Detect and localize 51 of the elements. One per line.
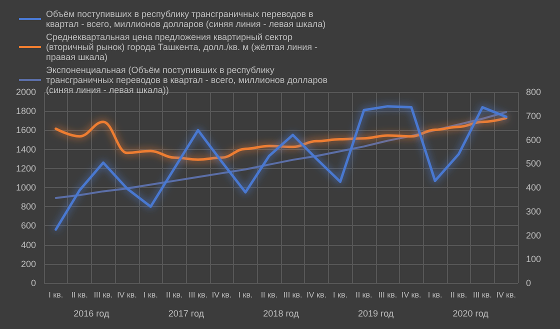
text: 2019 год: [358, 308, 394, 318]
x-tick-label: IV кв.: [496, 290, 516, 300]
line-series: [54, 105, 508, 231]
x-tick-label: I кв.: [238, 290, 253, 300]
y2-tick-label: 200: [526, 230, 542, 240]
x-tick-label: IV кв.: [212, 290, 232, 300]
x-tick-label: III кв.: [94, 290, 113, 300]
text: 2020 год: [452, 308, 490, 318]
y-tick-label: 2000: [16, 87, 36, 97]
y2-tick-label: 500: [526, 158, 542, 169]
y2-tick-label: 100: [526, 254, 542, 264]
x-tick-label: I кв.: [428, 290, 442, 300]
text: 2018 год: [263, 308, 300, 318]
legend-label: Среднеквартальная цена предложения квартирный сектор (вторичный рынок) города Ташкента, долл./кв. м (жёлтая линия - правая шкала): [46, 32, 320, 62]
x-tick-label: I кв.: [333, 290, 348, 300]
x-tick-label: II кв.: [166, 290, 183, 300]
text: 2017 год: [168, 308, 205, 318]
x-tick-label: III кв.: [378, 290, 398, 300]
x-tick-label: IV кв.: [117, 290, 137, 300]
y-tick-label: 1600: [16, 125, 36, 136]
line-series: [54, 116, 508, 161]
x-tick-label: II кв.: [450, 290, 468, 300]
x-tick-label: II кв.: [71, 290, 88, 300]
y2-tick-label: 800: [526, 87, 542, 97]
text: 2016 год: [74, 308, 110, 318]
y-tick-label: 1200: [16, 163, 36, 174]
x-tick-label: III кв.: [283, 290, 302, 300]
legend-label: Объём поступивших в республику трансграничных переводов в квартал - всего, миллионов долларов (синяя линия - левая шкала): [46, 9, 326, 29]
legend-label: Экспоненциальная (Объём поступивших в республику трансграничных переводов в квартал - всего, миллионов долларов (синяя линия - левая шкала)): [46, 65, 330, 95]
x-tick-label: IV кв.: [401, 290, 422, 300]
line-series: [54, 111, 508, 200]
y-tick-label: 1000: [16, 182, 36, 192]
y-tick-label: 1400: [16, 144, 36, 154]
x-tick-label: IV кв.: [306, 290, 326, 300]
x-tick-label: III кв.: [188, 290, 208, 300]
y-tick-label: 200: [20, 258, 36, 269]
x-tick-label: II кв.: [356, 290, 372, 300]
y-tick-label: 0: [30, 278, 36, 288]
x-tick-label: III кв.: [473, 290, 492, 300]
y-tick-label: 1800: [16, 106, 36, 116]
y-tick-label: 400: [20, 240, 36, 250]
y-tick-label: 800: [20, 202, 36, 212]
x-tick-label: I кв.: [48, 290, 64, 300]
y2-tick-label: 600: [526, 134, 542, 145]
y-tick-label: 600: [20, 220, 36, 231]
y2-tick-label: 300: [526, 206, 542, 216]
y2-tick-label: 700: [526, 110, 542, 121]
y2-tick-label: 0: [526, 278, 532, 288]
x-tick-label: I кв.: [143, 290, 158, 300]
y2-tick-label: 400: [526, 182, 542, 192]
x-tick-label: II кв.: [260, 290, 278, 300]
